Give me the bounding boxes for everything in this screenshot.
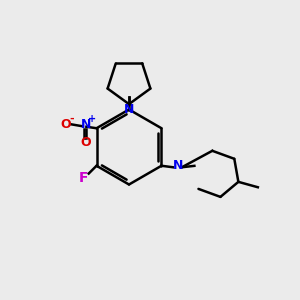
- Text: O: O: [81, 136, 92, 149]
- Text: N: N: [124, 103, 134, 116]
- Text: O: O: [61, 118, 71, 131]
- Text: -: -: [69, 114, 74, 124]
- Text: N: N: [81, 118, 91, 131]
- Text: +: +: [88, 114, 96, 124]
- Text: N: N: [173, 159, 183, 172]
- Text: F: F: [79, 171, 89, 185]
